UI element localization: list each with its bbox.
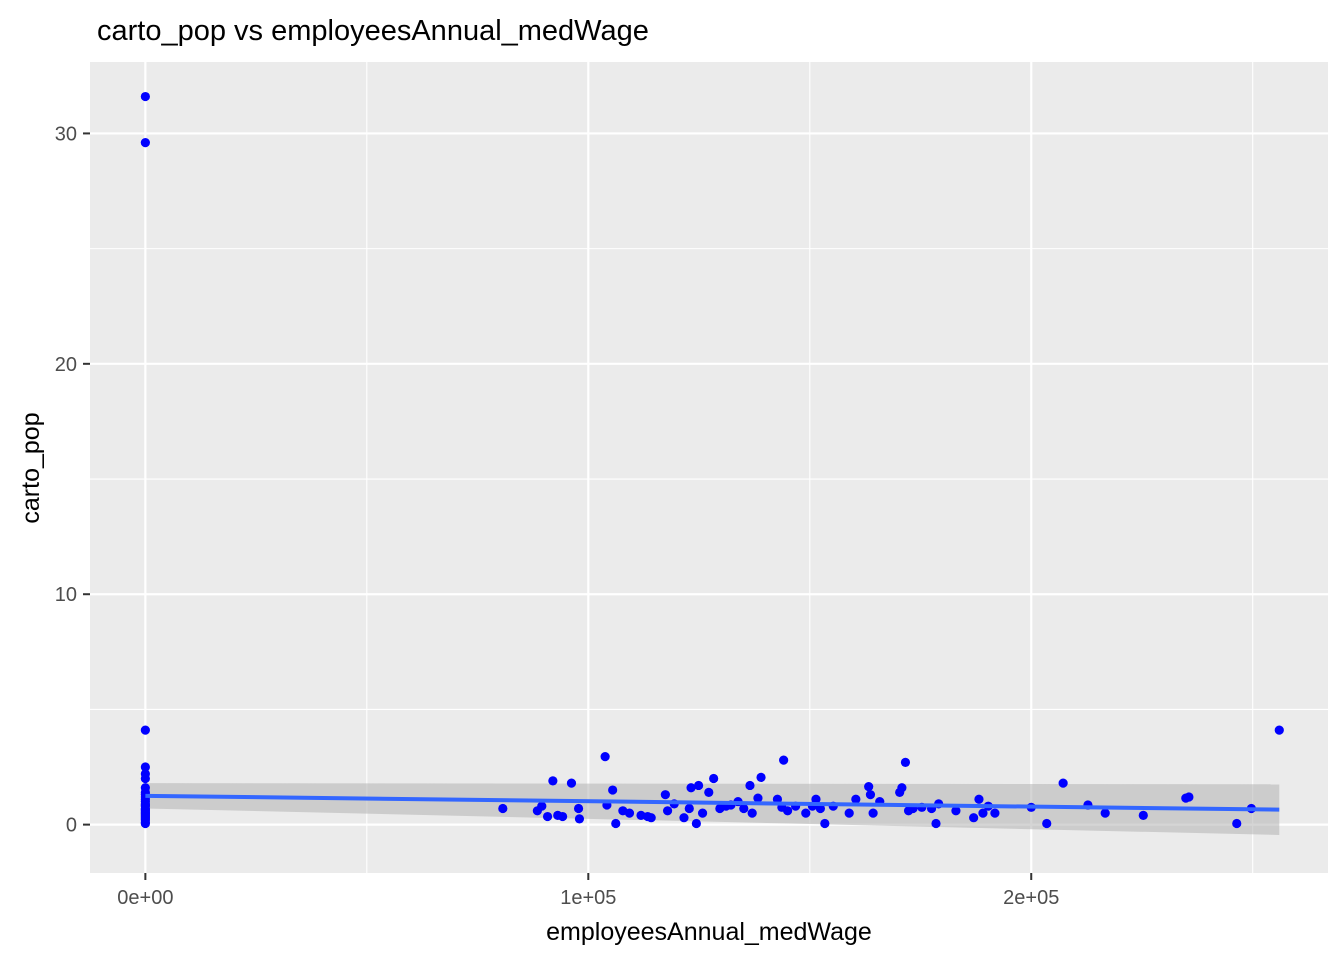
data-point [140, 91, 150, 102]
data-point [548, 776, 558, 786]
data-point [1274, 725, 1284, 735]
data-point [783, 806, 793, 816]
data-point [978, 808, 988, 818]
data-point [140, 725, 150, 735]
data-point [608, 785, 618, 795]
x-tick-label: 0e+00 [117, 887, 173, 909]
data-point [704, 787, 714, 797]
data-point [815, 803, 825, 814]
y-tick-label: 30 [55, 123, 77, 145]
data-point [1232, 818, 1242, 829]
data-point [747, 808, 757, 818]
data-point [684, 803, 694, 814]
data-point [140, 138, 150, 148]
data-point [566, 778, 577, 788]
data-point [801, 808, 811, 818]
data-point [611, 818, 621, 829]
data-point [753, 793, 763, 803]
points-layer [140, 91, 1284, 829]
data-point [931, 818, 941, 829]
confidence-band-layer [145, 783, 1280, 835]
data-point [1138, 810, 1148, 821]
data-point [779, 755, 789, 765]
data-point [600, 752, 610, 762]
data-point [709, 773, 719, 784]
data-point [739, 803, 749, 814]
data-point [900, 757, 911, 768]
data-point [542, 811, 553, 822]
data-point [969, 813, 979, 823]
x-axis: 0e+00 1e+05 2e+05 [117, 873, 1059, 909]
data-point [693, 780, 704, 791]
data-point [820, 818, 830, 829]
y-axis-title: carto_pop [17, 412, 45, 523]
data-point [624, 808, 635, 818]
data-point [745, 780, 755, 791]
trend-line-layer [145, 793, 1280, 812]
data-point [990, 808, 1000, 818]
x-axis-title: employeesAnnual_medWage [546, 918, 872, 946]
y-tick-label: 10 [55, 584, 77, 606]
data-point [951, 806, 961, 816]
chart-title: carto_pop vs employeesAnnual_medWage [97, 15, 649, 47]
confidence-band [145, 783, 1280, 835]
data-point [660, 790, 670, 800]
data-point [868, 808, 878, 818]
data-point [573, 803, 584, 814]
data-point [646, 813, 656, 823]
data-point [1042, 818, 1052, 829]
data-point [865, 790, 876, 800]
data-point [574, 814, 585, 824]
data-point [140, 773, 150, 784]
data-point [537, 801, 547, 811]
data-point [1100, 808, 1110, 818]
y-tick-label: 20 [55, 354, 77, 376]
data-point [558, 811, 568, 822]
data-point [756, 772, 766, 782]
data-point [679, 813, 689, 823]
x-tick-label: 2e+05 [1003, 887, 1059, 909]
data-point [974, 794, 984, 804]
data-point [811, 794, 821, 804]
data-point [844, 808, 854, 818]
data-point [662, 806, 673, 816]
y-tick-label: 0 [66, 815, 77, 837]
data-point [498, 803, 508, 814]
data-point [697, 808, 708, 818]
data-point [897, 783, 907, 793]
data-point [864, 782, 874, 792]
plot-panel [90, 62, 1328, 873]
x-tick-label: 1e+05 [560, 887, 616, 909]
data-point [686, 783, 696, 793]
data-point [1058, 778, 1068, 788]
trend-line [145, 793, 1280, 812]
data-point [140, 762, 150, 772]
data-point [851, 794, 861, 804]
data-point [691, 818, 701, 829]
data-point [140, 818, 150, 829]
data-point [1184, 792, 1194, 802]
y-axis: 0 10 20 30 [55, 123, 90, 837]
minor-gridlines [90, 62, 1328, 873]
